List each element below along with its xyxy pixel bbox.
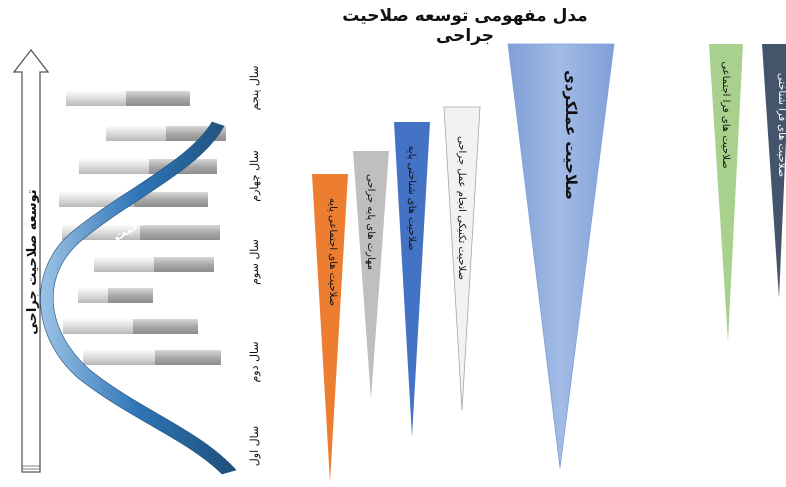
wedge-cognitive-basic-label: صلاحیت های شناختی پایه	[406, 145, 417, 250]
wedge-technical-operation: صلاحیت تکنیکی انجام عمل جراحی	[443, 106, 481, 411]
year-labels: سال پنجم سال چهارم سال سوم سال دوم سال ا…	[248, 66, 261, 467]
wedge-performance-label: صلاحیت عملکردی	[562, 70, 580, 200]
year-4-label: سال چهارم	[248, 150, 261, 201]
year-5-label: سال پنجم	[248, 66, 261, 111]
year-1-label: سال اول	[248, 426, 261, 466]
wedge-social-basic-label: صلاحیت های اجتماعی پایه	[327, 198, 338, 306]
development-arrow: توسعه صلاحیت جراحی	[12, 48, 50, 473]
rung-bar	[78, 288, 153, 303]
wedge-meta-social-label: صلاحیت های فرا اجتماعی	[720, 61, 731, 168]
year-2-label: سال دوم	[248, 341, 261, 382]
year-3-label: سال سوم	[248, 239, 261, 285]
wedge-surgical-skills: مهارت های پایه جراحی	[353, 151, 389, 399]
wedge-cognitive-basic: صلاحیت های شناختی پایه	[394, 122, 430, 437]
rung-bar	[79, 159, 217, 174]
rung-bar	[63, 319, 198, 334]
diagram-title: مدل مفهومی توسعه صلاحیت جراحی	[342, 6, 588, 46]
wedge-meta-cognitive: صلاحیت های فرا شناختی	[762, 44, 786, 298]
wedge-meta-social: صلاحیت های فرا اجتماعی	[709, 44, 743, 342]
wedge-meta-cognitive-label: صلاحیت های فرا شناختی	[776, 73, 786, 177]
wedge-performance: صلاحیت عملکردی	[507, 43, 615, 469]
rung-bar	[83, 350, 221, 365]
arrow-label: توسعه صلاحیت جراحی	[25, 189, 40, 334]
wedge-social-basic: صلاحیت های اجتماعی پایه	[312, 174, 348, 482]
wedge-surgical-skills-label: مهارت های پایه جراحی	[365, 174, 376, 270]
rung-bar	[94, 257, 214, 272]
wedge-technical-operation-label: صلاحیت تکنیکی انجام عمل جراحی	[456, 136, 467, 280]
rung-bar	[66, 91, 190, 106]
